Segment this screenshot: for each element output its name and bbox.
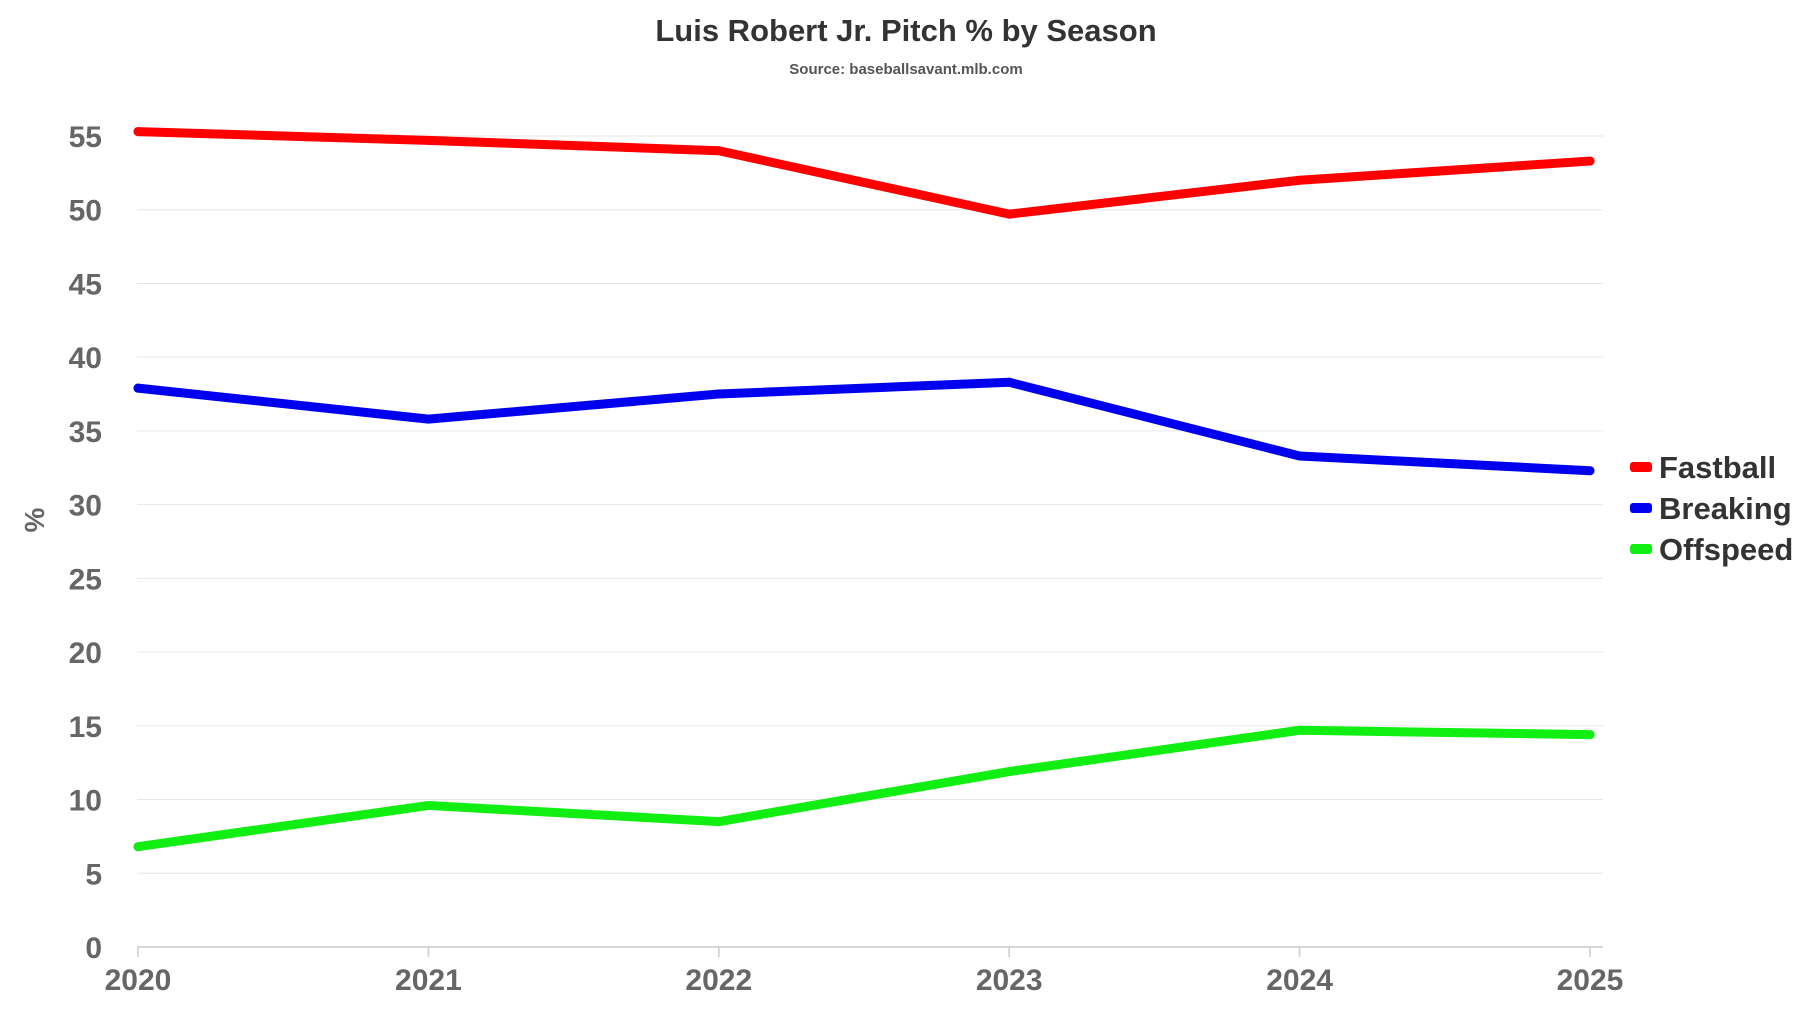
y-tick-label-55: 55 [69, 121, 102, 154]
y-tick-label-0: 0 [85, 932, 102, 965]
x-tick-label-2022: 2022 [685, 964, 752, 997]
y-tick-label-40: 40 [69, 342, 102, 375]
data-point-breaking-2020 [133, 383, 143, 393]
y-tick-label-25: 25 [69, 563, 102, 596]
y-tick-label-50: 50 [69, 195, 102, 228]
y-tick-label-20: 20 [69, 637, 102, 670]
legend-swatch-offspeed [1630, 544, 1652, 554]
data-point-offspeed-2024 [1295, 725, 1305, 735]
data-point-offspeed-2025 [1585, 730, 1595, 740]
data-point-offspeed-2023 [1004, 767, 1014, 777]
data-point-offspeed-2022 [714, 817, 724, 827]
data-point-fastball-2020 [133, 127, 143, 137]
gridlines [137, 135, 1603, 874]
data-point-breaking-2021 [423, 414, 433, 424]
data-point-fastball-2024 [1295, 175, 1305, 185]
y-tick-label-35: 35 [69, 416, 102, 449]
x-tick-label-2024: 2024 [1266, 964, 1333, 997]
data-point-breaking-2024 [1295, 451, 1305, 461]
legend-label-breaking: Breaking [1659, 491, 1792, 526]
legend-label-offspeed: Offspeed [1659, 532, 1793, 567]
data-point-fastball-2025 [1585, 156, 1595, 166]
chart-subtitle: Source: baseballsavant.mlb.com [789, 61, 1022, 78]
data-point-breaking-2023 [1004, 377, 1014, 387]
data-point-fastball-2023 [1004, 209, 1014, 219]
y-tick-label-30: 30 [69, 490, 102, 523]
series-lines [133, 127, 1595, 852]
y-tick-label-45: 45 [69, 268, 102, 301]
x-tick-label-2021: 2021 [395, 964, 462, 997]
series-line-breaking [133, 377, 1595, 476]
data-point-fastball-2022 [714, 146, 724, 156]
legend-swatch-breaking [1630, 503, 1652, 513]
data-point-fastball-2021 [423, 135, 433, 145]
y-axis-title: % [19, 507, 50, 532]
data-point-breaking-2025 [1585, 466, 1595, 476]
y-tick-label-15: 15 [69, 711, 102, 744]
x-tick-label-2020: 2020 [105, 964, 172, 997]
y-tick-label-10: 10 [69, 785, 102, 818]
x-tick-label-2025: 2025 [1557, 964, 1624, 997]
legend-swatch-fastball [1630, 462, 1652, 472]
series-line-offspeed [133, 725, 1595, 852]
data-point-offspeed-2020 [133, 842, 143, 852]
data-point-breaking-2022 [714, 389, 724, 399]
legend: Fastball Breaking Offspeed [1630, 450, 1793, 567]
chart-title: Luis Robert Jr. Pitch % by Season [655, 13, 1156, 48]
series-line-fastball [133, 127, 1595, 219]
y-axis-tick-labels: 0 5 10 15 20 25 30 35 40 45 50 55 [69, 121, 102, 965]
y-tick-label-5: 5 [85, 858, 102, 891]
legend-label-fastball: Fastball [1659, 450, 1776, 485]
data-point-offspeed-2021 [423, 800, 433, 810]
x-tick-label-2023: 2023 [976, 964, 1043, 997]
x-axis-tick-labels: 2020 2021 2022 2023 2024 2025 [105, 947, 1624, 997]
